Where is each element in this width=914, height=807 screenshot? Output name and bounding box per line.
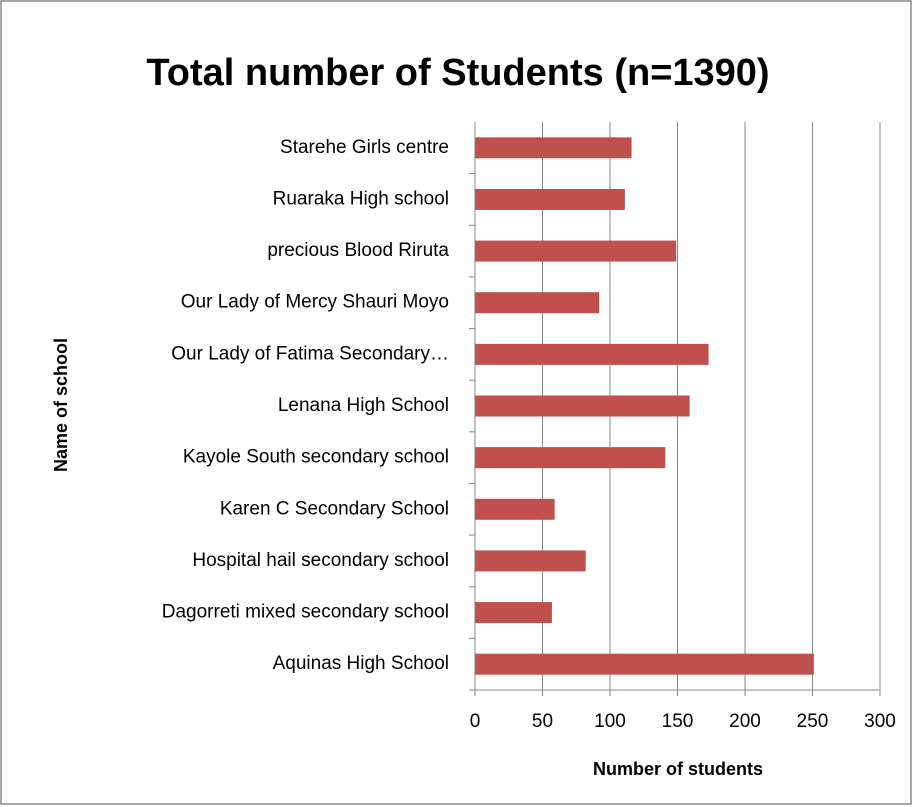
- y-tick-label: Lenana High School: [278, 395, 449, 416]
- y-tick-label: Kayole South secondary school: [183, 447, 449, 468]
- chart-title: Total number of Students (n=1390): [146, 52, 769, 94]
- bar: [475, 137, 632, 159]
- x-tick-label: 250: [797, 711, 829, 732]
- x-tick-label: 50: [532, 711, 553, 732]
- x-axis-label: Number of students: [593, 759, 763, 779]
- y-tick-label: Karen C Secondary School: [220, 498, 449, 519]
- x-tick-label: 0: [470, 711, 481, 732]
- bar: [475, 653, 814, 675]
- x-tick-label: 200: [729, 711, 761, 732]
- y-axis-label: Name of school: [51, 338, 71, 472]
- x-tick-label: 100: [594, 711, 626, 732]
- bar: [475, 447, 666, 469]
- x-tick-label: 150: [662, 711, 694, 732]
- bar: [475, 550, 586, 572]
- bar: [475, 240, 677, 262]
- y-tick-label: Our Lady of Mercy Shauri Moyo: [181, 292, 449, 313]
- y-tick-label: Our Lady of Fatima Secondary…: [171, 343, 449, 364]
- y-tick-label: precious Blood Riruta: [267, 240, 449, 261]
- bar: [475, 292, 600, 314]
- y-tick-label: Aquinas High School: [273, 653, 449, 674]
- y-tick-label: Hospital hail secondary school: [192, 550, 449, 571]
- y-tick-label: Ruaraka High school: [273, 188, 449, 209]
- y-tick-label: Starehe Girls centre: [280, 137, 449, 158]
- bar: [475, 188, 625, 210]
- bar: [475, 498, 555, 520]
- bar: [475, 602, 552, 624]
- x-tick-label: 300: [864, 711, 896, 732]
- y-tick-label: Dagorreti mixed secondary school: [162, 602, 449, 623]
- bar: [475, 395, 690, 417]
- bar: [475, 343, 709, 365]
